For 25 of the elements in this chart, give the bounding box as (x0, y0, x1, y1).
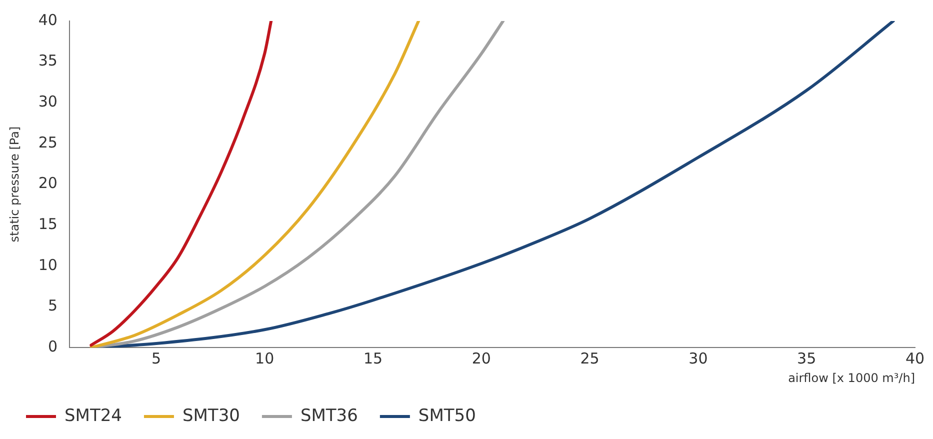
y-tick-label: 30 (38, 92, 58, 111)
legend-label: SMT50 (418, 406, 476, 426)
y-tick-label: 0 (48, 337, 58, 356)
x-axis-title: airflow [x 1000 m³/h] (788, 370, 915, 385)
x-tick-label: 20 (472, 349, 491, 368)
x-tick-label: 15 (363, 349, 383, 368)
x-tick-label: 10 (255, 349, 274, 368)
y-tick-label: 35 (38, 52, 58, 70)
line-series (90, 21, 420, 348)
x-tick-label: 40 (905, 349, 925, 368)
x-tick-label: 5 (151, 349, 161, 368)
y-tick-label: 10 (38, 256, 58, 274)
x-tick-label: 25 (580, 349, 600, 368)
y-tick-label: 15 (38, 215, 58, 234)
y-tick-label: 20 (38, 174, 58, 192)
line-series (90, 21, 273, 347)
legend-label: SMT30 (182, 406, 240, 426)
x-tick-label: 35 (797, 349, 816, 368)
legend-label: SMT24 (64, 406, 122, 426)
legend-label: SMT36 (300, 406, 358, 426)
y-axis-title: static pressure [Pa] (7, 126, 22, 242)
x-tick-label: 30 (688, 349, 708, 368)
y-tick-label: 25 (38, 133, 58, 152)
y-tick-label: 40 (38, 10, 58, 29)
y-tick-label: 5 (48, 296, 58, 315)
